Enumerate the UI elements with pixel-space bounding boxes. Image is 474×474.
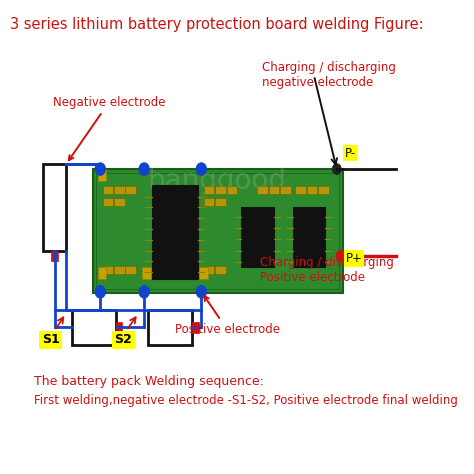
Bar <box>280 186 291 194</box>
Text: P-: P- <box>345 147 356 160</box>
Bar <box>295 186 306 194</box>
Bar <box>152 185 198 279</box>
Circle shape <box>337 251 345 261</box>
Bar <box>204 186 214 194</box>
Bar <box>215 186 226 194</box>
Bar <box>241 207 274 267</box>
Bar <box>192 321 199 333</box>
Bar <box>126 265 136 274</box>
Text: Negative electrode: Negative electrode <box>53 96 165 160</box>
Bar <box>114 265 125 274</box>
Circle shape <box>333 164 341 174</box>
Bar <box>102 265 113 274</box>
Bar <box>96 173 339 290</box>
Bar <box>99 267 106 279</box>
Bar <box>102 186 113 194</box>
Bar <box>227 186 237 194</box>
Text: First welding,negative electrode -S1-S2, Positive electrode final welding: First welding,negative electrode -S1-S2,… <box>34 394 457 407</box>
Bar <box>204 198 214 206</box>
Text: The battery pack Welding sequence:: The battery pack Welding sequence: <box>34 375 264 388</box>
Bar <box>293 207 325 267</box>
Bar <box>148 310 192 345</box>
Bar <box>92 169 343 293</box>
Text: Positive electrode: Positive electrode <box>175 296 280 336</box>
Bar <box>200 267 208 279</box>
Bar <box>114 186 125 194</box>
Bar <box>215 265 226 274</box>
Bar <box>215 198 226 206</box>
Bar <box>43 164 66 251</box>
Bar <box>318 186 329 194</box>
Bar <box>99 169 106 181</box>
Text: S2: S2 <box>114 333 132 346</box>
Bar <box>102 198 113 206</box>
Circle shape <box>196 286 206 298</box>
Text: 3 series lithium battery protection board welding Figure:: 3 series lithium battery protection boar… <box>10 17 423 32</box>
Text: Charging / discharging
negative electrode: Charging / discharging negative electrod… <box>263 61 396 89</box>
Text: Charging / discharging
Positive electrode: Charging / discharging Positive electrod… <box>261 256 394 284</box>
Bar <box>51 251 58 261</box>
Bar <box>126 186 136 194</box>
Circle shape <box>95 286 105 298</box>
Circle shape <box>196 163 206 175</box>
Text: P+: P+ <box>346 252 363 265</box>
Bar <box>142 267 151 279</box>
Circle shape <box>139 286 149 298</box>
Bar <box>116 321 122 333</box>
Bar <box>114 198 125 206</box>
Circle shape <box>95 163 105 175</box>
Bar <box>204 265 214 274</box>
Bar <box>268 186 279 194</box>
Text: S1: S1 <box>42 333 60 346</box>
Bar <box>257 186 268 194</box>
Circle shape <box>139 163 149 175</box>
Text: banggood: banggood <box>147 167 286 195</box>
Bar <box>307 186 317 194</box>
Bar <box>72 310 116 345</box>
